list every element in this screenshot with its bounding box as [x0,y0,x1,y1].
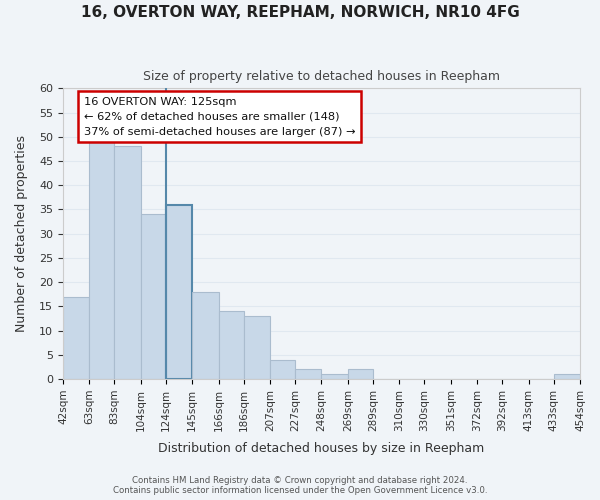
Bar [322,374,348,379]
Bar [89,142,115,379]
Bar [115,146,141,379]
Bar [348,370,373,379]
Bar [270,360,295,379]
Bar [554,374,580,379]
Bar [295,370,322,379]
Title: Size of property relative to detached houses in Reepham: Size of property relative to detached ho… [143,70,500,83]
Y-axis label: Number of detached properties: Number of detached properties [15,135,28,332]
Bar [166,204,192,379]
Bar [63,296,89,379]
Bar [218,311,244,379]
Text: 16 OVERTON WAY: 125sqm
← 62% of detached houses are smaller (148)
37% of semi-de: 16 OVERTON WAY: 125sqm ← 62% of detached… [83,97,355,136]
Bar [192,292,218,379]
Text: Contains HM Land Registry data © Crown copyright and database right 2024.
Contai: Contains HM Land Registry data © Crown c… [113,476,487,495]
Text: 16, OVERTON WAY, REEPHAM, NORWICH, NR10 4FG: 16, OVERTON WAY, REEPHAM, NORWICH, NR10 … [80,5,520,20]
Bar [244,316,270,379]
Bar [141,214,166,379]
X-axis label: Distribution of detached houses by size in Reepham: Distribution of detached houses by size … [158,442,485,455]
